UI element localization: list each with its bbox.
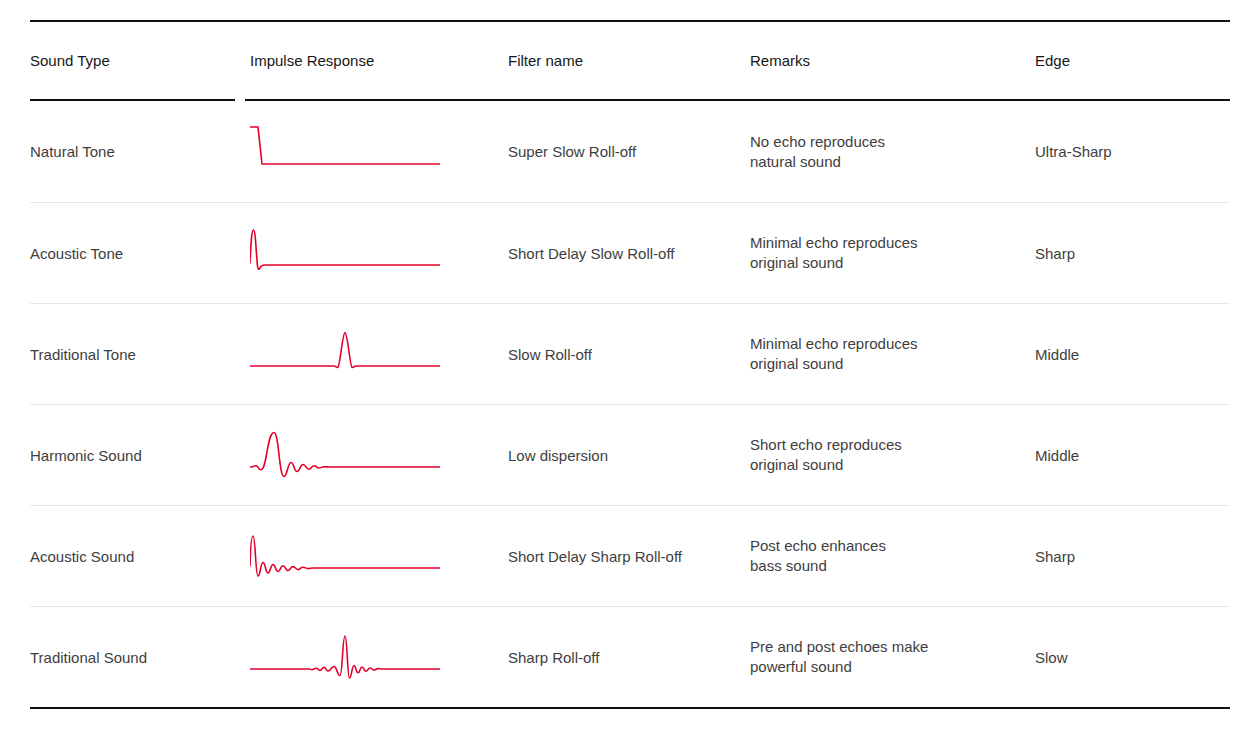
impulse-waveform-icon <box>250 421 440 481</box>
filter-name-value: Super Slow Roll-off <box>508 143 750 160</box>
impulse-waveform-icon <box>250 522 440 582</box>
impulse-waveform-icon <box>250 118 440 178</box>
remarks-line-2: powerful sound <box>750 657 1035 677</box>
remarks-line-2: original sound <box>750 354 1035 374</box>
edge-value: Sharp <box>1035 245 1230 262</box>
header-impulse-response: Impulse Response <box>250 52 508 69</box>
impulse-response-cell <box>250 526 508 586</box>
remarks-line-2: original sound <box>750 455 1035 475</box>
waveform-path <box>250 127 440 164</box>
waveform-path <box>250 536 440 576</box>
table-row: Acoustic Tone Short Delay Slow Roll-off … <box>30 202 1230 303</box>
impulse-response-cell <box>250 425 508 485</box>
remarks-line-1: Pre and post echoes make <box>750 637 1035 657</box>
header-filter-name: Filter name <box>508 52 750 69</box>
filter-name-value: Sharp Roll-off <box>508 649 750 666</box>
remarks-line-1: Minimal echo reproduces <box>750 334 1035 354</box>
edge-value: Sharp <box>1035 548 1230 565</box>
sound-type-value: Acoustic Sound <box>30 548 250 565</box>
table-row: Acoustic Sound Short Delay Sharp Roll-of… <box>30 505 1230 606</box>
remarks-line-2: original sound <box>750 253 1035 273</box>
edge-value: Middle <box>1035 447 1230 464</box>
waveform-path <box>250 636 440 678</box>
impulse-waveform-icon <box>250 623 440 683</box>
sound-type-value: Harmonic Sound <box>30 447 250 464</box>
filter-name-value: Slow Roll-off <box>508 346 750 363</box>
remarks-line-2: bass sound <box>750 556 1035 576</box>
waveform-path <box>250 230 440 269</box>
table-row: Harmonic Sound Low dispersion Short echo… <box>30 404 1230 505</box>
impulse-waveform-icon <box>250 219 440 279</box>
header-remarks: Remarks <box>750 52 1035 69</box>
table-header-rule <box>30 99 1230 101</box>
remarks-value: Minimal echo reproduces original sound <box>750 334 1035 374</box>
header-edge: Edge <box>1035 52 1230 69</box>
sound-type-value: Traditional Tone <box>30 346 250 363</box>
impulse-response-cell <box>250 627 508 687</box>
filter-name-value: Short Delay Sharp Roll-off <box>508 548 750 565</box>
table-bottom-rule <box>30 707 1230 709</box>
filter-name-value: Short Delay Slow Roll-off <box>508 245 750 262</box>
impulse-waveform-icon <box>250 320 440 380</box>
remarks-value: Minimal echo reproduces original sound <box>750 233 1035 273</box>
sound-type-value: Natural Tone <box>30 143 250 160</box>
waveform-path <box>250 333 440 368</box>
impulse-response-cell <box>250 122 508 182</box>
waveform-path <box>250 433 440 477</box>
remarks-value: No echo reproduces natural sound <box>750 132 1035 172</box>
table-row: Natural Tone Super Slow Roll-off No echo… <box>30 101 1230 202</box>
impulse-response-cell <box>250 223 508 283</box>
edge-value: Middle <box>1035 346 1230 363</box>
filter-name-value: Low dispersion <box>508 447 750 464</box>
filter-comparison-table: Sound Type Impulse Response Filter name … <box>30 20 1230 709</box>
remarks-line-1: Minimal echo reproduces <box>750 233 1035 253</box>
table-row: Traditional Tone Slow Roll-off Minimal e… <box>30 303 1230 404</box>
remarks-line-1: No echo reproduces <box>750 132 1035 152</box>
header-rule-segment-left <box>30 99 235 101</box>
edge-value: Slow <box>1035 649 1230 666</box>
filter-comparison-page: Sound Type Impulse Response Filter name … <box>0 0 1254 729</box>
header-sound-type: Sound Type <box>30 52 250 69</box>
remarks-value: Short echo reproduces original sound <box>750 435 1035 475</box>
sound-type-value: Traditional Sound <box>30 649 250 666</box>
table-header-row: Sound Type Impulse Response Filter name … <box>30 22 1230 99</box>
remarks-value: Pre and post echoes make powerful sound <box>750 637 1035 677</box>
remarks-line-2: natural sound <box>750 152 1035 172</box>
edge-value: Ultra-Sharp <box>1035 143 1230 160</box>
sound-type-value: Acoustic Tone <box>30 245 250 262</box>
remarks-value: Post echo enhances bass sound <box>750 536 1035 576</box>
remarks-line-1: Post echo enhances <box>750 536 1035 556</box>
impulse-response-cell <box>250 324 508 384</box>
header-rule-segment-right <box>245 99 1230 101</box>
table-row: Traditional Sound Sharp Roll-off Pre and… <box>30 606 1230 707</box>
remarks-line-1: Short echo reproduces <box>750 435 1035 455</box>
